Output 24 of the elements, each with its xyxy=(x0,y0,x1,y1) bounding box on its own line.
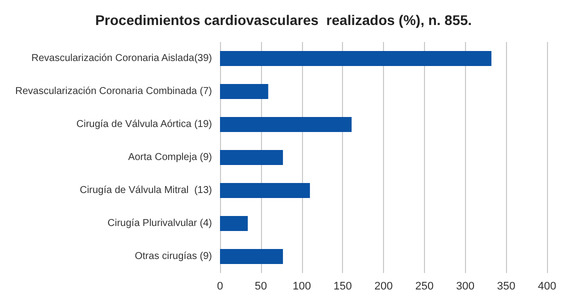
y-tick-label: Revascularización Coronaria Aislada(39) xyxy=(31,53,212,64)
y-tick-label: Cirugía de Válvula Mitral (13) xyxy=(80,185,212,196)
y-tick-label: Revascularización Coronaria Combinada (7) xyxy=(15,86,212,97)
y-tick-label: Otras cirugías (9) xyxy=(134,251,212,262)
x-tick-label: 50 xyxy=(254,280,267,292)
bar xyxy=(220,117,352,132)
x-tick-label: 150 xyxy=(333,280,352,292)
bar xyxy=(220,216,248,231)
y-tick-label: Cirugía Plurivalvular (4) xyxy=(108,218,212,229)
bar xyxy=(220,150,283,165)
x-tick-label: 300 xyxy=(456,280,474,292)
x-tick-label: 250 xyxy=(415,280,434,292)
chart-title: Procedimientos cardiovasculares realizados (%), n. 855. xyxy=(95,12,472,28)
bar xyxy=(220,249,283,264)
bar xyxy=(220,183,310,198)
y-tick-label: Aorta Compleja (9) xyxy=(128,152,212,163)
x-tick-label: 350 xyxy=(496,280,516,292)
bar xyxy=(220,84,268,99)
bar xyxy=(220,51,492,66)
x-tick-label: 200 xyxy=(374,280,393,292)
y-tick-label: Cirugía de Válvula Aórtica (19) xyxy=(76,119,212,130)
x-tick-label: 0 xyxy=(216,280,224,292)
x-tick-label: 400 xyxy=(538,280,556,292)
x-tick-label: 100 xyxy=(292,280,311,292)
